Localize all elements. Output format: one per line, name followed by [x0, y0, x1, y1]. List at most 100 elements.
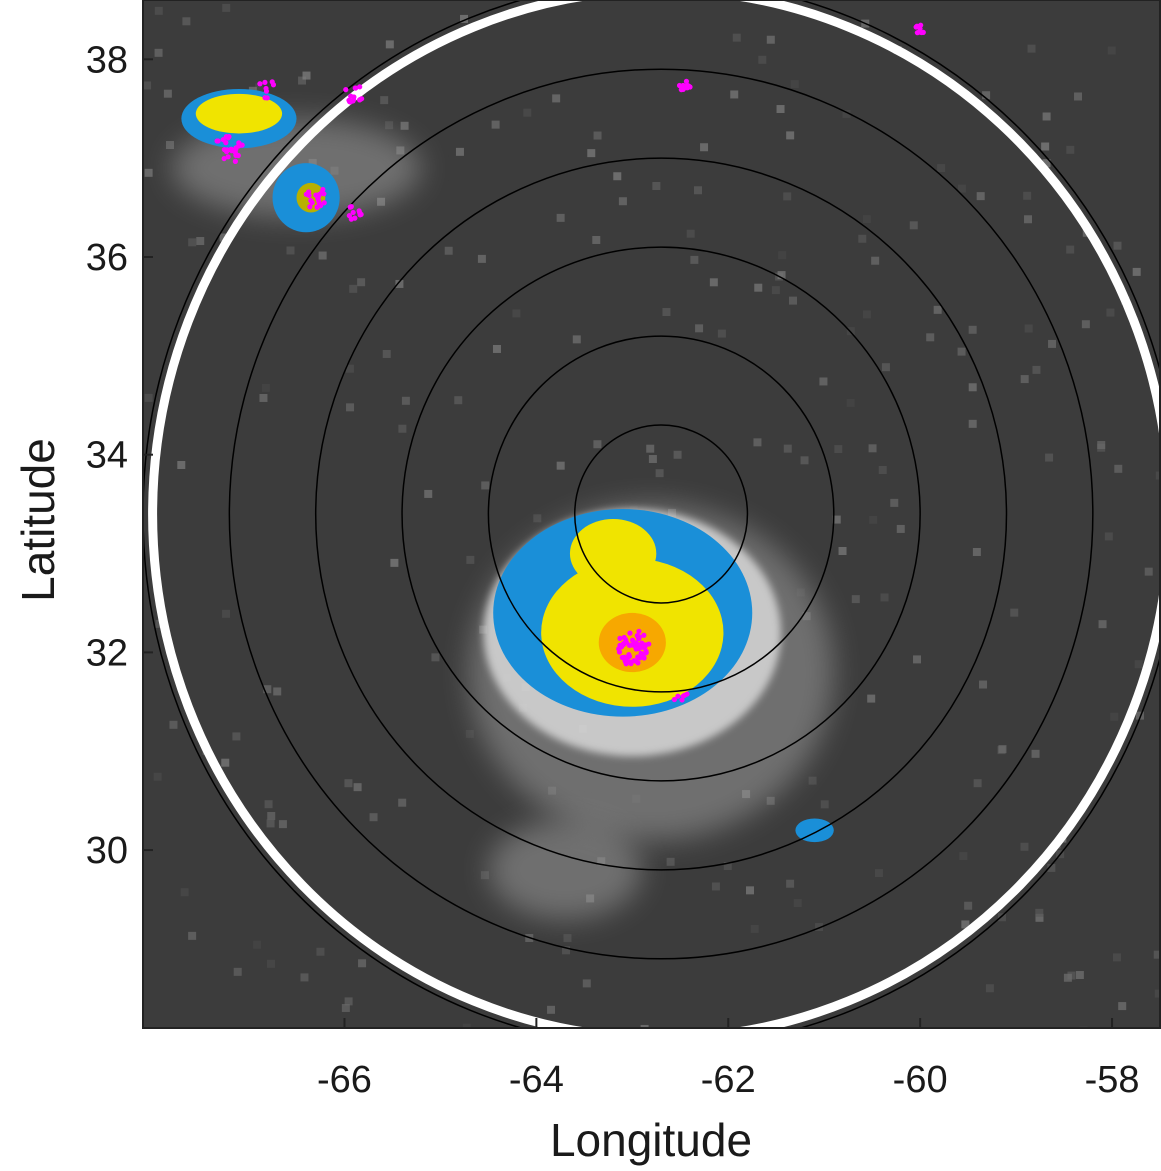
cloud-speckle — [783, 444, 792, 453]
lightning-stroke — [321, 200, 327, 206]
cloud-speckle — [700, 143, 709, 152]
cloud-speckle — [968, 325, 977, 334]
cloud-speckle — [957, 347, 966, 356]
plot-frame — [142, 0, 1161, 1029]
cloud-speckle — [786, 131, 795, 140]
x-axis-title: Longitude — [550, 1114, 752, 1166]
range-ring — [401, 246, 921, 782]
cloud-speckle — [800, 456, 809, 465]
cloud-speckle — [177, 461, 186, 470]
cloud-speckle — [957, 184, 966, 193]
cloud-speckle — [424, 489, 433, 498]
lightning-stroke — [214, 138, 220, 144]
cloud-speckle — [652, 182, 661, 191]
cloud-speckle — [491, 120, 500, 129]
y-tick-label: 36 — [86, 237, 128, 279]
cloud-speckle — [754, 283, 763, 292]
cloud-speckle — [477, 254, 486, 263]
cloud-speckle — [732, 33, 741, 42]
lightning-stroke — [357, 212, 363, 218]
cloud-speckle — [300, 973, 309, 982]
cloud-speckle — [380, 96, 389, 105]
cloud-speckle — [1063, 973, 1072, 982]
cloud-speckle — [345, 364, 354, 373]
lightning-stroke — [352, 85, 358, 91]
cloud-speckle — [766, 35, 775, 44]
cloud-speckle — [937, 164, 946, 173]
y-axis-title: Latitude — [12, 438, 64, 602]
cloud-speckle — [851, 595, 860, 604]
cloud-speckle — [964, 901, 973, 910]
cloud-speckle — [1042, 159, 1051, 168]
cloud-speckle — [1010, 608, 1019, 617]
cloud-speckle — [913, 655, 922, 664]
lightning-stroke — [351, 94, 357, 100]
cloud-speckle — [1035, 913, 1044, 922]
cloud-speckle — [1118, 1002, 1127, 1011]
lightning-stroke — [621, 634, 627, 641]
cloud-speckle — [180, 888, 189, 897]
cloud-speckle — [838, 547, 847, 556]
cloud-speckle — [1024, 215, 1033, 224]
cloud-speckle — [431, 653, 440, 662]
cloud-speckle — [834, 445, 843, 454]
cloud-speckle — [858, 234, 867, 243]
lightning-stroke — [684, 85, 690, 91]
cloud-speckle — [972, 547, 981, 556]
lightning-stroke — [617, 635, 623, 641]
cloud-speckle — [455, 147, 464, 156]
cloud-speckle — [1020, 842, 1029, 851]
cloud-speckle — [188, 931, 197, 940]
cloud-speckle — [512, 309, 521, 318]
cloud-speckle — [979, 680, 988, 689]
cloud-speckle — [1032, 365, 1041, 374]
lightning-stroke — [269, 79, 275, 85]
lightning-stroke — [232, 158, 238, 164]
cloud-speckle — [286, 246, 295, 255]
cloud-speckle — [808, 776, 817, 785]
cloud-speckle — [788, 296, 797, 305]
cloud-speckle — [842, 109, 851, 118]
cloud-speckle — [648, 455, 657, 464]
cloud-speckle — [385, 40, 394, 49]
cloud-speckle — [985, 984, 994, 993]
lightning-stroke — [683, 78, 690, 84]
cloud-speckle — [968, 419, 977, 428]
cloud-speckle — [1047, 863, 1056, 872]
y-tick-label: 38 — [86, 39, 128, 81]
cloud-speckle — [592, 235, 601, 244]
cloud-speckle — [618, 197, 627, 206]
cloud-speckle — [1035, 908, 1044, 917]
lightning-stroke — [920, 29, 926, 35]
cloud-speckle — [188, 238, 197, 247]
cloud-speckle — [1134, 660, 1143, 669]
cloud-speckle — [846, 327, 855, 336]
cloud-speckle — [318, 251, 327, 260]
cloud-speckle — [1081, 320, 1090, 329]
lightning-stroke — [316, 193, 322, 199]
x-tick-label: -66 — [317, 1059, 372, 1101]
lightning-stroke — [635, 660, 641, 666]
cloud-speckle — [385, 121, 394, 130]
cloud-speckle — [382, 349, 391, 358]
cloud-speckle — [466, 555, 475, 564]
range-ring — [487, 335, 835, 693]
range-ring — [573, 424, 749, 604]
cloud-speckle — [562, 946, 571, 955]
cloud-speckle — [465, 729, 474, 738]
cloud-speckle — [890, 498, 899, 507]
cloud-speckle — [1075, 971, 1084, 980]
cloud-speckle — [587, 149, 596, 158]
cloud-speckle — [673, 450, 682, 459]
cloud-speckle — [846, 398, 855, 407]
lightning-stroke — [229, 148, 235, 154]
cloud-speckle — [344, 997, 353, 1006]
cloud-speckle — [832, 515, 841, 524]
cloud-speckle — [369, 813, 378, 822]
cloud-speckle — [233, 967, 242, 976]
lightning-stroke — [676, 82, 683, 89]
plot-area — [143, 0, 1160, 1028]
cold-cloud-region — [195, 93, 283, 134]
cloud-speckle — [259, 393, 268, 402]
